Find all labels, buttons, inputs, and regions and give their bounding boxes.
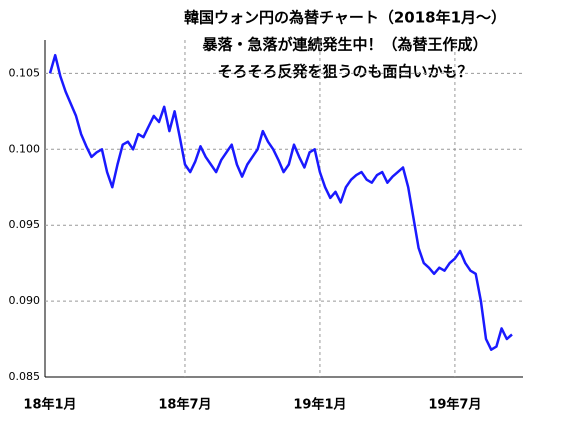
y-tick-label: 0.090: [9, 294, 41, 307]
chart-title: 韓国ウォン円の為替チャート（2018年1月～）: [184, 9, 506, 27]
y-tick-label: 0.095: [9, 218, 41, 231]
line: [48, 53, 513, 351]
x-tick-label: 19年1月: [293, 397, 346, 413]
y-tick-label: 0.105: [9, 66, 41, 79]
chart-title: そろそろ反発を狙うのも面白いかも？: [217, 63, 472, 81]
chart-title: 暴落・急落が連続発生中！（為替王作成）: [202, 36, 487, 54]
y-tick-label: 0.085: [9, 370, 41, 383]
x-tick-label: 18年7月: [158, 397, 211, 413]
x-tick-label: 19年7月: [428, 397, 481, 413]
x-tick-label: 18年1月: [23, 397, 76, 413]
y-tick-label: 0.100: [9, 142, 41, 155]
